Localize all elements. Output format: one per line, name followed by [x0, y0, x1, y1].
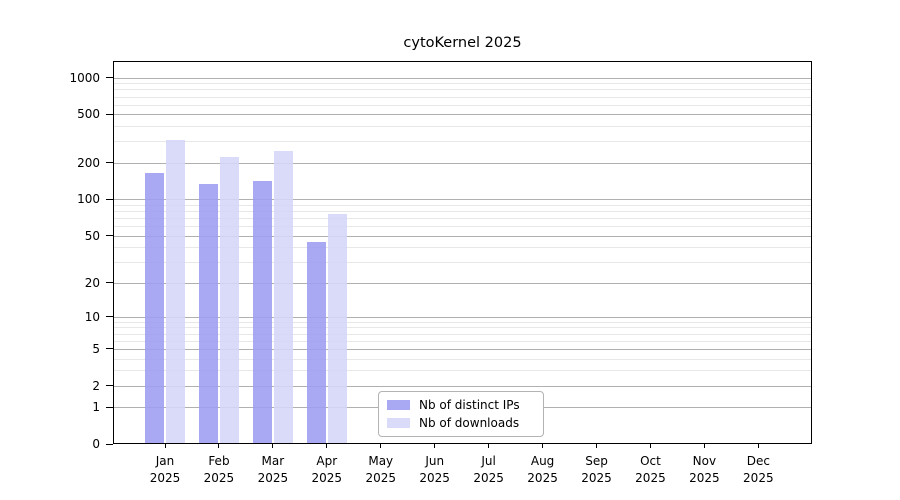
x-tick-label-dec: Dec 2025: [743, 454, 774, 485]
bar-downloads-jan: [166, 139, 185, 443]
gridline-minor-7: [114, 333, 811, 335]
gridline-major-500: [114, 114, 811, 116]
chart-title: cytoKernel 2025: [403, 35, 522, 51]
legend-label-downloads: Nb of downloads: [419, 416, 520, 430]
y-tick-label-200: 200: [77, 155, 100, 170]
gridline-minor-3: [114, 370, 811, 372]
gridline-major-50: [114, 235, 811, 237]
y-tick-1: [106, 406, 113, 408]
legend-item-downloads: Nb of downloads: [387, 416, 543, 430]
x-tick-label-may: May 2025: [365, 454, 397, 485]
legend-label-distinct-ips: Nb of distinct IPs: [419, 398, 520, 412]
gridline-major-2: [114, 385, 811, 387]
x-tick-jul: [488, 444, 490, 448]
y-tick-50: [106, 235, 113, 236]
x-tick-label-jul: Jul 2025: [473, 454, 504, 485]
x-tick-label-jan: Jan 2025: [149, 454, 181, 485]
legend-swatch-distinct-ips: [387, 400, 410, 410]
legend-item-distinct-ips: Nb of distinct IPs: [387, 398, 543, 412]
y-tick-500: [106, 113, 113, 115]
x-tick-nov: [703, 444, 705, 448]
bar-distinct-ips-jan: [145, 172, 164, 443]
x-tick-label-feb: Feb 2025: [203, 454, 235, 485]
gridline-major-5: [114, 348, 811, 350]
y-tick-label-20: 20: [84, 275, 100, 290]
y-tick-0: [106, 443, 113, 445]
gridline-minor-90: [114, 204, 811, 206]
gridline-minor-60: [114, 226, 811, 227]
y-tick-100: [106, 198, 113, 200]
x-tick-feb: [218, 444, 220, 448]
y-tick-label-50: 50: [84, 228, 100, 243]
gridline-major-1000: [114, 77, 811, 79]
bar-downloads-feb: [219, 156, 239, 443]
x-tick-apr: [326, 444, 328, 448]
gridline-minor-400: [114, 126, 811, 128]
bar-distinct-ips-mar: [252, 181, 272, 443]
gridline-minor-800: [114, 89, 811, 91]
x-tick-aug: [542, 444, 544, 448]
gridline-major-200: [114, 162, 811, 164]
y-tick-label-5: 5: [92, 341, 100, 356]
y-tick-label-10: 10: [84, 309, 100, 324]
gridline-minor-30: [114, 261, 811, 263]
gridline-major-20: [114, 282, 811, 284]
legend: Nb of distinct IPs Nb of downloads: [378, 391, 544, 437]
bar-distinct-ips-apr: [306, 242, 326, 443]
y-tick-label-100: 100: [77, 192, 100, 207]
gridline-minor-900: [114, 83, 811, 85]
x-tick-label-jun: Jun 2025: [419, 454, 450, 485]
gridline-minor-70: [114, 217, 811, 219]
y-tick-200: [106, 162, 113, 164]
x-tick-label-aug: Aug 2025: [527, 454, 558, 485]
gridline-minor-600: [114, 104, 811, 106]
y-tick-20: [106, 282, 113, 284]
y-tick-label-1: 1: [92, 400, 100, 415]
x-tick-label-sep: Sep 2025: [581, 454, 612, 485]
plot-area: [113, 61, 812, 444]
legend-swatch-downloads: [387, 418, 410, 428]
gridline-minor-40: [114, 247, 811, 249]
y-tick-1000: [106, 77, 113, 79]
x-tick-jun: [434, 444, 436, 448]
x-tick-jan: [164, 444, 166, 448]
y-tick-label-2: 2: [92, 378, 100, 393]
gridline-minor-9: [114, 321, 811, 323]
y-tick-10: [106, 316, 113, 318]
gridline-major-100: [114, 199, 811, 201]
x-tick-dec: [757, 444, 759, 448]
bar-distinct-ips-feb: [198, 183, 218, 443]
gridline-minor-6: [114, 340, 811, 342]
x-tick-label-apr: Apr 2025: [311, 454, 343, 485]
x-tick-label-nov: Nov 2025: [689, 454, 720, 485]
y-tick-label-1000: 1000: [69, 70, 100, 85]
y-tick-label-0: 0: [92, 437, 100, 451]
y-tick-5: [106, 348, 113, 350]
y-tick-2: [106, 385, 113, 387]
x-tick-label-oct: Oct 2025: [635, 454, 666, 485]
bar-downloads-apr: [327, 214, 347, 443]
x-tick-label-mar: Mar 2025: [257, 454, 289, 485]
gridline-minor-4: [114, 358, 811, 360]
gridline-minor-8: [114, 327, 811, 329]
gridline-major-10: [114, 316, 811, 318]
x-tick-sep: [596, 444, 598, 448]
x-tick-oct: [649, 444, 651, 448]
gridline-minor-300: [114, 141, 811, 143]
gridline-minor-80: [114, 210, 811, 212]
x-tick-may: [380, 444, 382, 448]
gridline-minor-700: [114, 96, 811, 98]
x-tick-mar: [272, 444, 274, 448]
bar-downloads-mar: [273, 150, 293, 443]
y-tick-label-500: 500: [77, 107, 100, 122]
